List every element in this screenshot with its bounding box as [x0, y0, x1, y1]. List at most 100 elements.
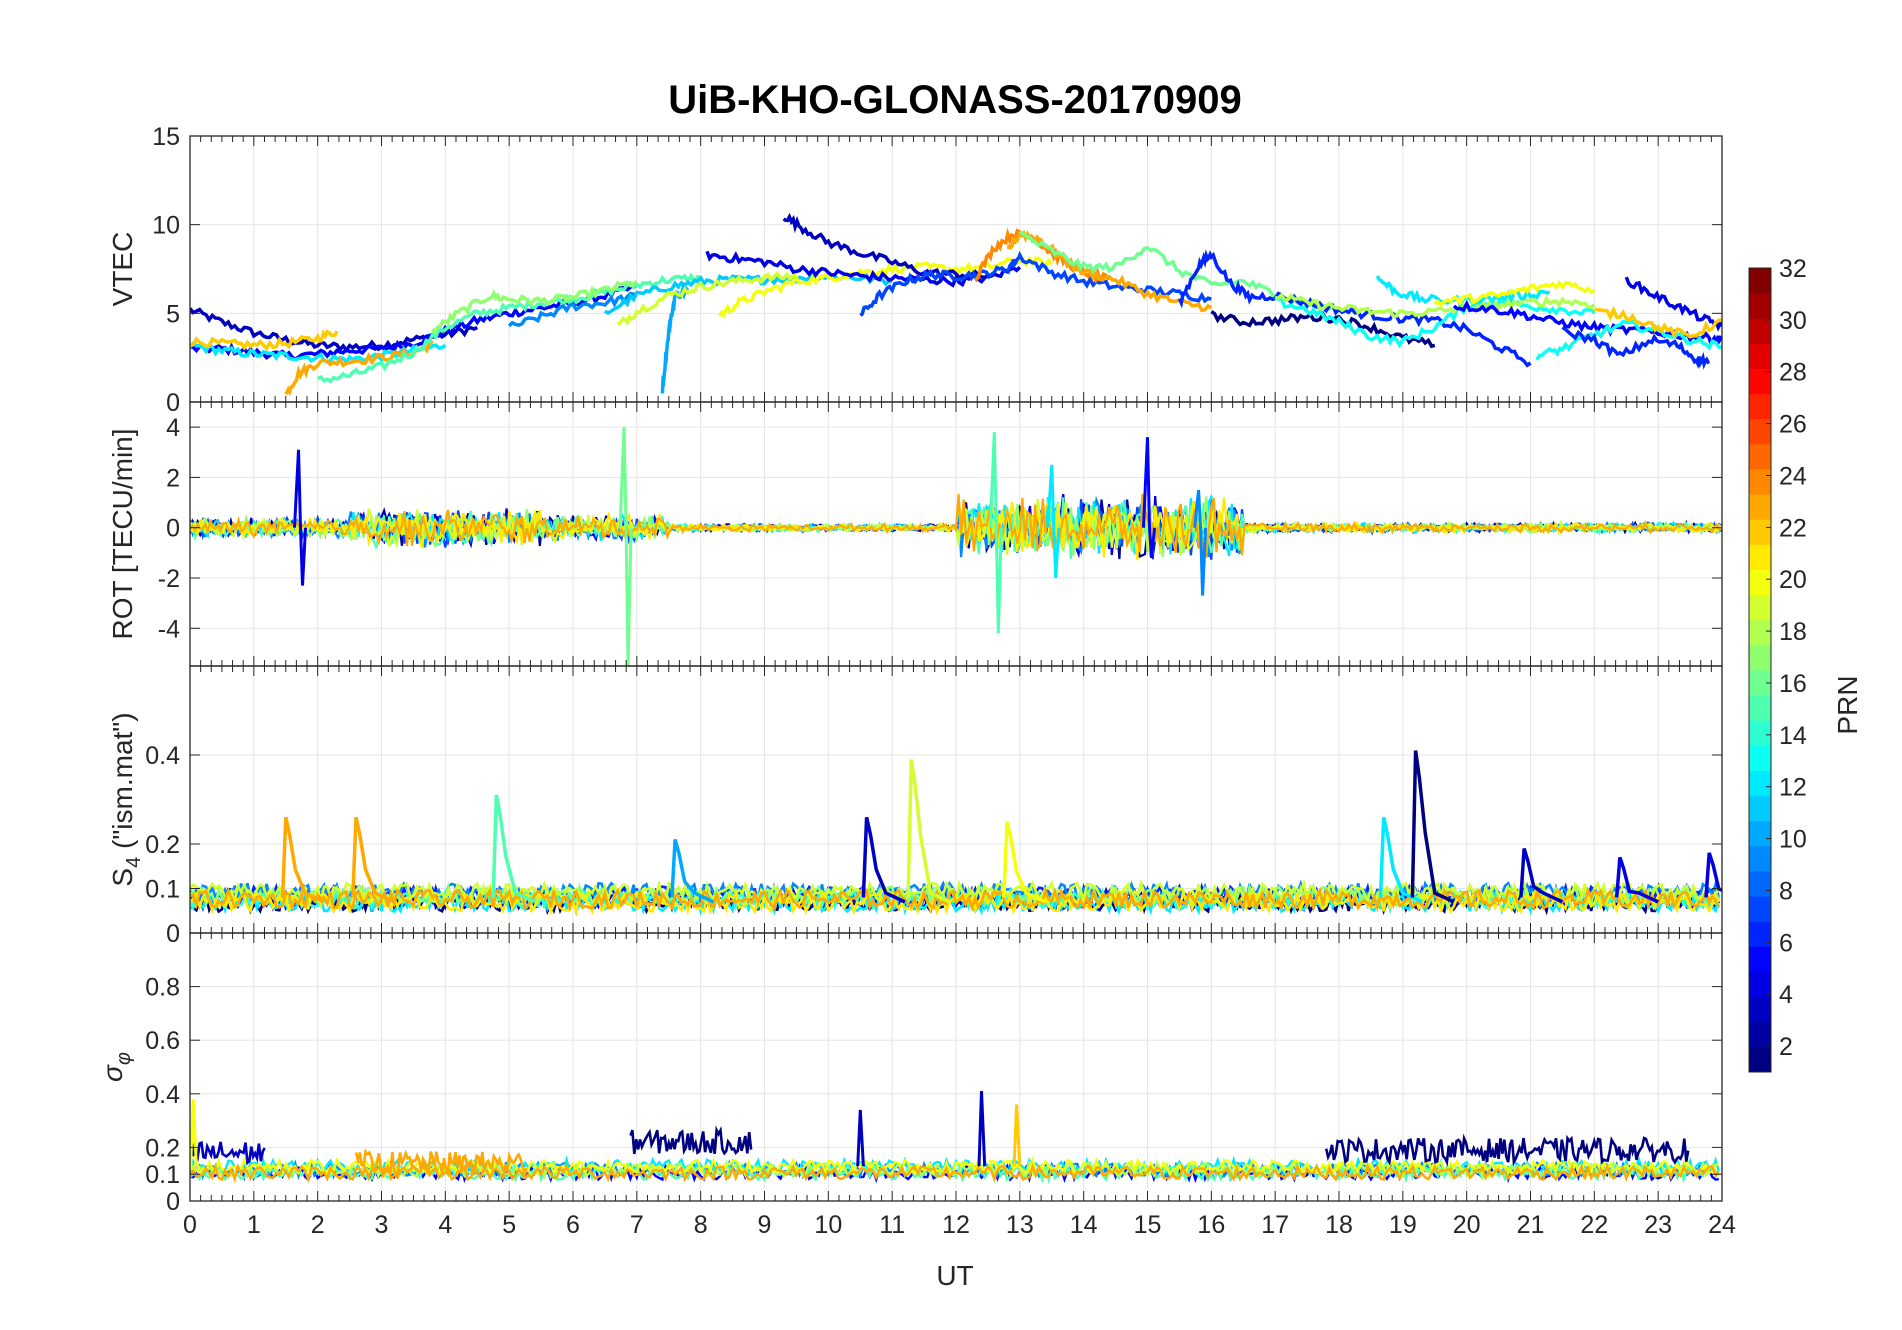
colorbar-frame	[1748, 267, 1772, 1073]
colorbar-swatch	[1749, 293, 1771, 319]
s4-spike	[1410, 750, 1455, 904]
colorbar-tick-label: 10	[1779, 826, 1807, 854]
vtec-series-line	[973, 227, 1111, 286]
colorbar-swatch	[1749, 594, 1771, 621]
vtec-series-line	[718, 255, 1053, 319]
colorbar-tick-label: 20	[1779, 566, 1807, 594]
x-tick-label: 0	[183, 1211, 197, 1239]
vtec-series-line	[660, 283, 690, 394]
colorbar-tick-label: 4	[1779, 981, 1793, 1009]
vtec-series-line	[507, 291, 638, 328]
x-tick-label: 10	[814, 1211, 842, 1239]
colorbar-swatch	[1749, 393, 1771, 420]
x-tick-label: 3	[375, 1211, 389, 1239]
rot-spike	[618, 427, 633, 666]
colorbar-tick-label: 18	[1779, 618, 1807, 646]
colorbar-tick-label: 30	[1779, 307, 1807, 335]
colorbar-swatch	[1749, 695, 1771, 721]
y-tick-label: 0.6	[145, 1027, 180, 1055]
colorbar-swatch	[1749, 1021, 1771, 1048]
colorbar-swatch	[1749, 418, 1771, 445]
series-sigma	[190, 1091, 1720, 1185]
colorbar-swatch	[1749, 318, 1771, 344]
rot-spike	[1142, 437, 1156, 559]
colorbar-tick-label: 2	[1779, 1033, 1793, 1061]
y-axis-label-main: σ	[97, 1064, 128, 1082]
colorbar-tick-label: 8	[1779, 877, 1793, 905]
x-tick-label: 6	[566, 1211, 580, 1239]
y-tick-label: 2	[166, 464, 180, 492]
s4-spike	[1002, 821, 1047, 904]
y-tick-label: 15	[152, 123, 180, 151]
colorbar-tick-label: 22	[1779, 514, 1807, 542]
sigma-activity-line	[190, 1140, 266, 1166]
y-tick-label: -4	[158, 615, 180, 643]
colorbar-swatch	[1749, 368, 1771, 395]
y-tick-label: 0	[166, 515, 180, 543]
s4-spike	[1519, 847, 1564, 904]
rot-spike	[1193, 489, 1208, 596]
x-tick-label: 4	[438, 1211, 452, 1239]
vtec-series-line	[1624, 276, 1722, 332]
y-tick-label: 5	[166, 300, 180, 328]
x-tick-label: 23	[1644, 1211, 1672, 1239]
y-tick-label: 0	[166, 389, 180, 417]
colorbar-swatch	[1749, 268, 1771, 294]
y-tick-label: 0	[166, 920, 180, 948]
chart-title: UiB-KHO-GLONASS-20170909	[668, 78, 1242, 122]
s4-spike	[861, 816, 906, 904]
sigma-activity-line	[1324, 1133, 1690, 1167]
rot-spike	[1046, 464, 1061, 579]
colorbar-swatch	[1749, 845, 1771, 872]
sigma-series-line	[190, 1161, 1720, 1184]
y-axis-label-rest: ("ism.mat")	[107, 712, 138, 856]
sigma-activity-line	[629, 1125, 753, 1156]
colorbar-tick-label: 26	[1779, 411, 1807, 439]
x-tick-label: 11	[879, 1211, 905, 1239]
colorbar-swatch	[1749, 996, 1771, 1023]
colorbar-swatch	[1749, 519, 1771, 545]
x-tick-label: 9	[758, 1211, 772, 1239]
vtec-series-line	[1275, 292, 1596, 319]
x-tick-label: 19	[1389, 1211, 1417, 1239]
colorbar-swatch	[1749, 1046, 1771, 1073]
x-tick-label: 14	[1070, 1211, 1098, 1239]
x-tick-label: 13	[1006, 1211, 1034, 1239]
vtec-series-line	[616, 270, 797, 326]
colorbar-tick-label: 24	[1779, 462, 1807, 490]
y-tick-label: 0.8	[145, 974, 180, 1002]
x-tick-label: 18	[1325, 1211, 1353, 1239]
x-tick-label: 16	[1197, 1211, 1225, 1239]
colorbar-swatch	[1749, 820, 1771, 847]
y-tick-label: 0.4	[145, 742, 180, 770]
x-tick-label: 7	[630, 1211, 644, 1239]
colorbar-tick-label: 28	[1779, 359, 1807, 387]
panel-rot: -4 -2 0 2 4 ROT [TECU/min]	[107, 401, 1723, 667]
vtec-series-line	[316, 272, 702, 384]
s4-spike	[1704, 852, 1722, 898]
x-tick-label: 5	[502, 1211, 516, 1239]
s4-series-line	[190, 886, 1720, 913]
colorbar-tick-label: 12	[1779, 774, 1807, 802]
y-axis-label-s4: S4 ("ism.mat")	[107, 712, 145, 886]
colorbar-swatch	[1749, 921, 1771, 947]
colorbar-swatch	[1749, 343, 1771, 369]
y-axis-label-rot: ROT [TECU/min]	[107, 428, 138, 639]
colorbar-tick-label: 16	[1779, 670, 1807, 698]
series-rot	[190, 427, 1722, 666]
series-s4	[190, 750, 1722, 917]
rot-spike	[988, 432, 1003, 634]
colorbar-swatch	[1749, 770, 1771, 797]
series-vtec	[190, 212, 1722, 397]
colorbar-swatch	[1749, 971, 1771, 998]
colorbar-swatch	[1749, 644, 1771, 671]
y-axis-label-sigma: σφ	[97, 1052, 135, 1082]
colorbar-swatch	[1749, 569, 1771, 596]
s4-spike	[1378, 816, 1423, 904]
colorbar-swatch	[1749, 871, 1771, 897]
s4-spike	[670, 839, 715, 904]
colorbar-swatch	[1749, 544, 1771, 570]
